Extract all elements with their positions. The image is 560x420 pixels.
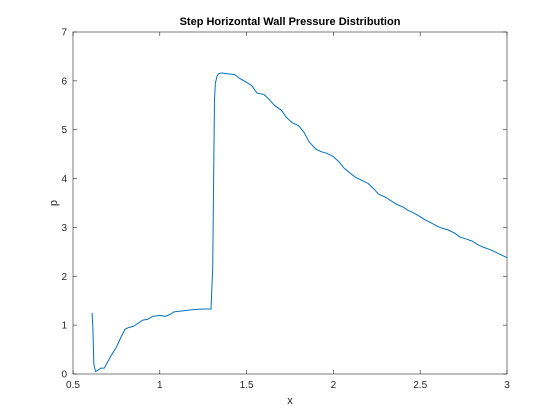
x-tick-label: 2.5 [413, 380, 427, 391]
series-layer [91, 72, 508, 373]
y-tick-label: 2 [61, 272, 67, 283]
x-tick-label: 2 [331, 380, 337, 391]
x-tick-label: 3 [504, 380, 510, 391]
axes-box [72, 31, 508, 375]
plot-area: 0.5 1 1.5 2 2.5 3 0 1 2 3 4 5 6 7 [61, 28, 510, 392]
y-tick-label: 1 [61, 321, 67, 332]
y-tick-label: 4 [61, 174, 67, 185]
chart-title: Step Horizontal Wall Pressure Distributi… [180, 16, 401, 28]
y-axis-ticks: 0 1 2 3 4 5 6 7 [61, 28, 507, 381]
x-axis-ticks: 0.5 1 1.5 2 2.5 3 [66, 32, 510, 391]
series-line [91, 72, 508, 373]
y-tick-label: 7 [61, 28, 67, 39]
y-tick-label: 3 [61, 223, 67, 234]
x-axis-label: x [287, 395, 293, 407]
x-tick-label: 1 [157, 380, 163, 391]
x-tick-label: 0.5 [66, 380, 80, 391]
y-tick-label: 5 [61, 125, 67, 136]
y-axis-label: p [48, 200, 60, 206]
y-tick-label: 6 [61, 76, 67, 87]
x-tick-label: 1.5 [240, 380, 254, 391]
y-tick-label: 0 [61, 370, 67, 381]
